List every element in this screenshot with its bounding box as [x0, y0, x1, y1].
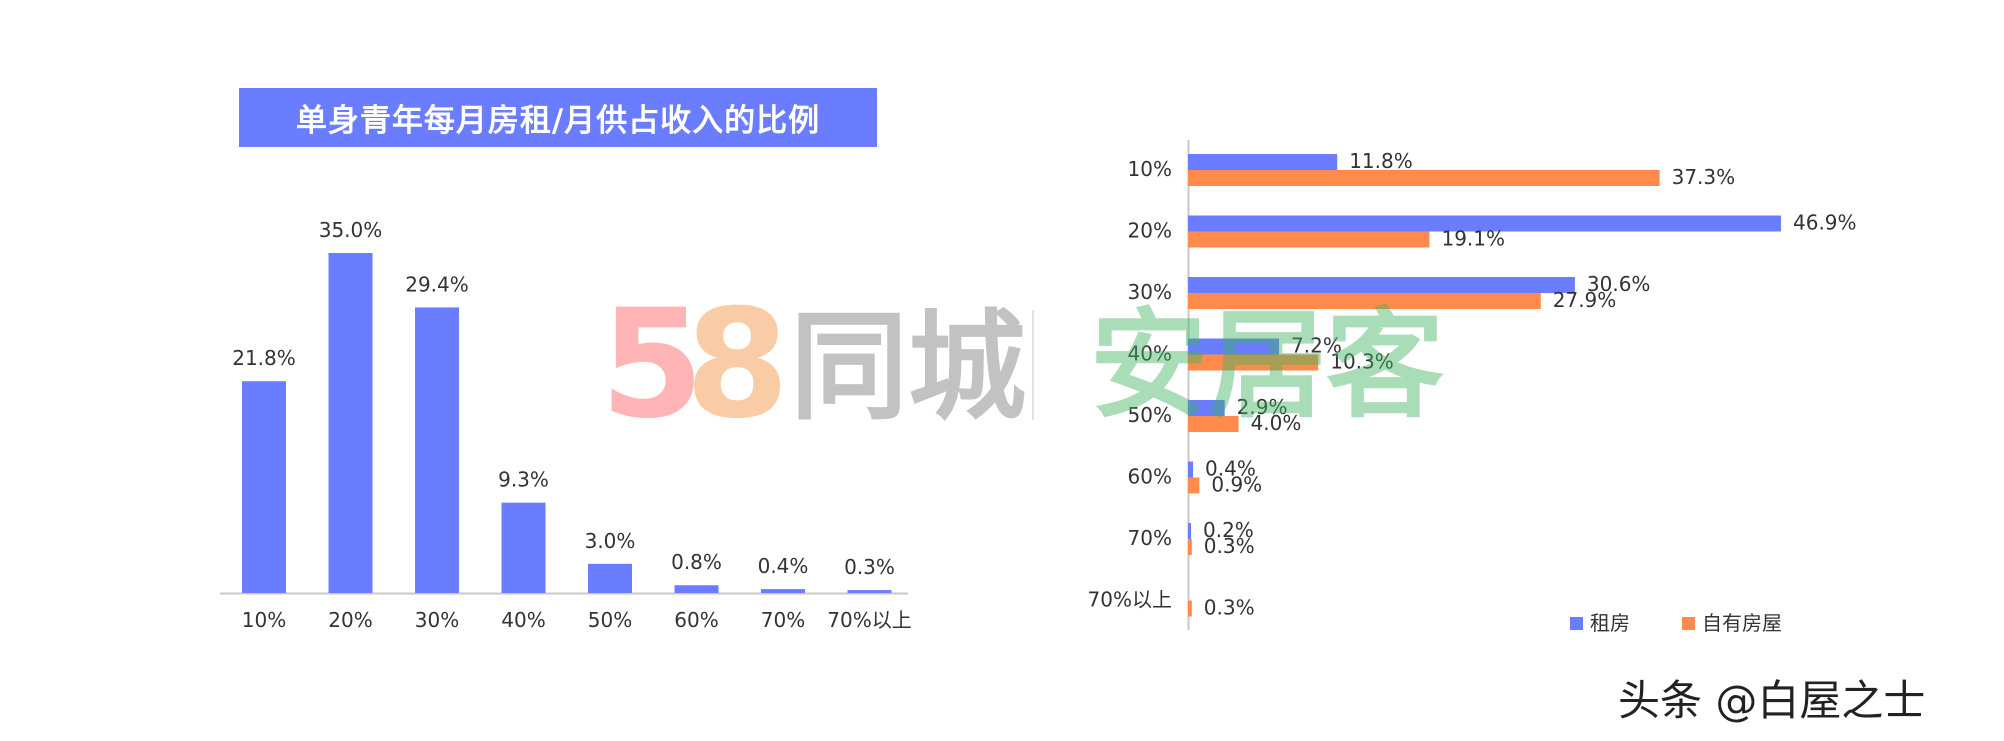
- x-tick-label-1: 10%: [242, 608, 286, 632]
- data-label-rent-1: 11.8%: [1349, 149, 1413, 173]
- data-label-3: 29.4%: [405, 272, 469, 296]
- data-label-7: 0.4%: [758, 554, 809, 578]
- data-label-owned-2: 19.1%: [1441, 227, 1505, 251]
- bar-owned-3: [1188, 293, 1541, 309]
- data-label-owned-1: 37.3%: [1672, 165, 1736, 189]
- bar-owned-6: [1188, 477, 1200, 494]
- data-label-rent-5: 2.9%: [1237, 395, 1288, 419]
- data-label-rent-4: 7.2%: [1291, 334, 1342, 358]
- x-tick-label-7: 70%: [761, 608, 805, 632]
- chart-title: 单身青年每月房租/月供占收入的比例: [239, 88, 877, 147]
- bar-6: [674, 585, 719, 593]
- bar-4: [501, 502, 546, 593]
- y-tick-label-1: 10%: [1128, 157, 1172, 181]
- x-tick-label-3: 30%: [415, 608, 459, 632]
- bar-rent-4: [1188, 338, 1280, 355]
- bar-rent-7: [1188, 523, 1191, 539]
- data-label-rent-3: 30.6%: [1587, 272, 1651, 296]
- x-tick-label-5: 50%: [588, 608, 632, 632]
- data-label-4: 9.3%: [498, 468, 549, 492]
- legend-swatch-2: [1682, 617, 1695, 630]
- bar-rent-2: [1188, 215, 1781, 232]
- data-label-rent-7: 0.2%: [1203, 518, 1254, 542]
- x-tick-label-6: 60%: [674, 608, 718, 632]
- data-label-owned-8: 0.3%: [1204, 596, 1255, 620]
- data-label-2: 35.0%: [319, 218, 383, 242]
- data-label-owned-5: 4.0%: [1251, 411, 1302, 435]
- bar-2: [328, 253, 373, 593]
- x-tick-label-4: 40%: [501, 608, 545, 632]
- bar-7: [761, 589, 805, 593]
- y-tick-label-3: 30%: [1128, 280, 1172, 304]
- legend-swatch-1: [1570, 617, 1583, 630]
- bar-owned-5: [1188, 416, 1239, 432]
- y-tick-label-8: 70%以上: [1088, 588, 1172, 612]
- data-label-owned-7: 0.3%: [1204, 534, 1255, 558]
- bar-rent-6: [1188, 461, 1194, 478]
- bar-owned-4: [1188, 354, 1319, 371]
- bar-owned-8: [1188, 600, 1192, 617]
- bar-owned-7: [1188, 539, 1192, 555]
- bar-owned-2: [1188, 231, 1430, 248]
- data-label-8: 0.3%: [844, 555, 895, 579]
- bar-rent-3: [1188, 277, 1575, 293]
- y-tick-label-6: 60%: [1128, 465, 1172, 489]
- data-label-owned-6: 0.9%: [1211, 473, 1262, 497]
- bar-8: [847, 590, 892, 593]
- data-label-5: 3.0%: [585, 529, 636, 553]
- legend-label-2: 自有房屋: [1702, 611, 1782, 635]
- y-tick-label-2: 20%: [1128, 219, 1172, 243]
- bar-rent-1: [1188, 154, 1338, 170]
- data-label-rent-6: 0.4%: [1205, 457, 1256, 481]
- data-label-1: 21.8%: [232, 346, 296, 370]
- bar-5: [588, 563, 632, 593]
- x-tick-label-8: 70%以上: [827, 608, 911, 632]
- footer-credit: 头条 @白屋之士: [1618, 676, 1926, 725]
- data-label-rent-2: 46.9%: [1793, 211, 1857, 235]
- data-label-6: 0.8%: [671, 550, 722, 574]
- bar-rent-5: [1188, 400, 1225, 416]
- bar-1: [242, 381, 286, 593]
- data-label-owned-3: 27.9%: [1553, 288, 1617, 312]
- y-tick-label-4: 40%: [1128, 342, 1172, 366]
- y-tick-label-7: 70%: [1128, 526, 1172, 550]
- legend-label-1: 租房: [1590, 611, 1630, 635]
- bar-owned-1: [1188, 170, 1660, 186]
- bar-3: [415, 307, 459, 593]
- y-tick-label-5: 50%: [1128, 403, 1172, 427]
- data-label-owned-4: 10.3%: [1330, 350, 1394, 374]
- x-tick-label-2: 20%: [328, 608, 372, 632]
